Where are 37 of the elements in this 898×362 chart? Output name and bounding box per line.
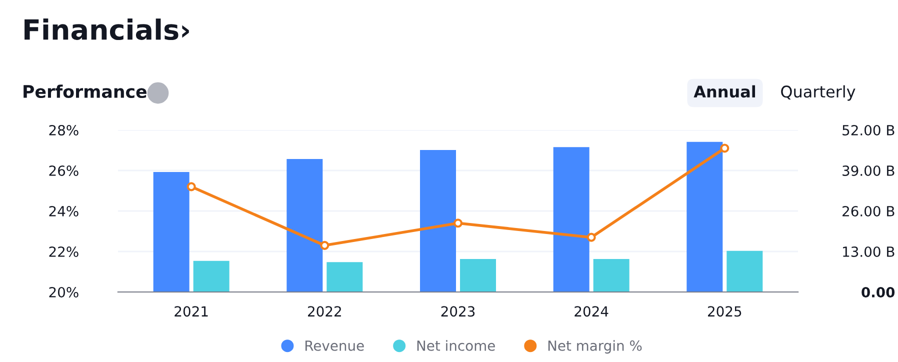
bar xyxy=(286,158,323,292)
text: Quarterly xyxy=(781,85,856,101)
legend-label: Net margin % xyxy=(548,340,642,354)
bar xyxy=(686,142,723,292)
text: Annual xyxy=(694,85,756,98)
y-tick-label: 26% xyxy=(49,165,78,176)
bar xyxy=(553,147,590,292)
point xyxy=(453,218,463,228)
x-tick-label: 2024 xyxy=(574,306,608,317)
bar xyxy=(593,258,630,292)
point xyxy=(320,240,330,250)
y2-tick-label: 0.00 xyxy=(862,286,895,298)
y-tick-label: 20% xyxy=(49,286,78,298)
bar xyxy=(460,258,496,292)
chart-subtitle: Performance xyxy=(24,84,146,98)
point xyxy=(720,144,730,153)
chart-title: Financials› xyxy=(24,18,189,40)
bar xyxy=(326,262,363,292)
y2-tick-label: 52.00 B xyxy=(842,124,894,136)
x-tick-label: 2022 xyxy=(308,306,341,317)
bar xyxy=(420,150,456,292)
y2-tick-label: 26.00 B xyxy=(842,206,894,216)
bar xyxy=(153,172,190,292)
x-tick-label: 2021 xyxy=(174,306,208,317)
y2-tick-label: 39.00 B xyxy=(842,165,894,176)
bar xyxy=(193,260,230,292)
point xyxy=(586,232,596,242)
legend-label: Revenue xyxy=(305,340,364,351)
y-tick-label: 24% xyxy=(49,206,78,216)
y2-tick-label: 13.00 B xyxy=(843,246,894,257)
x-tick-label: 2025 xyxy=(708,306,742,317)
legend-label: Net income xyxy=(417,340,495,351)
x-tick-label: 2023 xyxy=(441,306,475,317)
y-tick-label: 22% xyxy=(49,246,78,257)
y-tick-label: 28% xyxy=(49,124,78,136)
point xyxy=(186,182,196,192)
bar xyxy=(726,250,763,292)
